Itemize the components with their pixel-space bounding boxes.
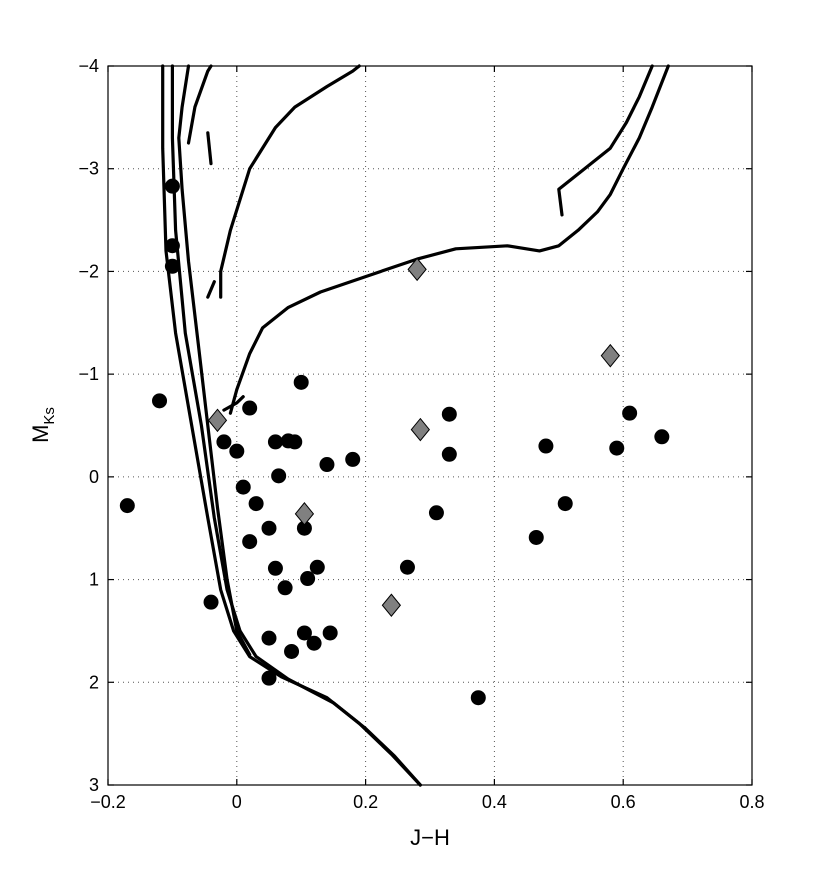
circle-point: [557, 496, 573, 512]
circle-point: [277, 580, 293, 596]
circle-point: [399, 559, 415, 575]
circle-point: [271, 468, 287, 484]
circle-point: [242, 400, 258, 416]
circle-point: [152, 393, 168, 409]
y-tick-label: 3: [89, 775, 99, 795]
circle-point: [119, 498, 135, 514]
circle-point: [319, 457, 335, 473]
x-tick-label: 0.6: [611, 792, 636, 812]
circle-point: [296, 625, 312, 641]
circle-point: [242, 534, 258, 550]
diamond-point: [600, 343, 620, 368]
circle-point: [164, 258, 180, 274]
isochrone-curve: [222, 395, 245, 412]
circle-point: [296, 520, 312, 536]
y-tick-label: −4: [78, 56, 99, 76]
axis-ticks: [107, 65, 753, 786]
y-axis-label-subscript: Ks: [41, 407, 58, 425]
circle-point: [345, 451, 361, 467]
isochrone-curve: [228, 64, 670, 415]
circle-point: [322, 625, 338, 641]
x-tick-label: −0.2: [90, 792, 126, 812]
circle-point: [306, 635, 322, 651]
circle-point: [622, 405, 638, 421]
circle-point: [229, 443, 245, 459]
y-axis-label: MKs: [28, 407, 58, 443]
x-tick-label: 0.4: [482, 792, 507, 812]
circle-point: [428, 505, 444, 521]
diamond-point: [294, 502, 315, 526]
x-tick-label: 0: [232, 792, 242, 812]
x-tick-labels: −0.2 0 0.2 0.4 0.6 0.8: [90, 792, 764, 812]
y-tick-label: −1: [78, 364, 99, 384]
y-axis-label-main: M: [28, 425, 53, 443]
circle-point: [470, 690, 486, 706]
diamond-point: [381, 593, 402, 618]
isochrone-curve: [177, 64, 252, 657]
circle-point: [203, 594, 219, 610]
circle-point: [293, 374, 309, 390]
plot-frame: [107, 65, 753, 786]
circle-point: [300, 571, 316, 587]
circle-point: [261, 520, 277, 536]
data-points: [119, 178, 670, 706]
circle-point: [441, 406, 457, 422]
y-tick-label: 2: [89, 672, 99, 692]
circle-point: [309, 559, 325, 575]
circle-point: [528, 529, 544, 545]
isochrone-curve: [219, 64, 361, 299]
circle-point: [287, 434, 303, 450]
isochrone-curve: [186, 64, 213, 145]
diamond-point: [410, 417, 430, 442]
diamond-point: [407, 257, 427, 282]
diamond-point: [207, 408, 228, 433]
circle-point: [261, 670, 277, 686]
isochrone-curve: [557, 64, 654, 217]
circle-point: [267, 560, 283, 576]
circle-point: [267, 434, 283, 450]
x-tick-label: 0.8: [739, 792, 764, 812]
circle-point: [261, 630, 277, 646]
circle-point: [284, 643, 300, 659]
isochrone-curve: [206, 131, 213, 166]
x-axis-label: J−H: [410, 825, 450, 850]
y-tick-label: −3: [78, 159, 99, 179]
y-tick-label: −2: [78, 261, 99, 281]
y-tick-label: 1: [89, 570, 99, 590]
circle-point: [216, 434, 232, 450]
circle-point: [441, 446, 457, 462]
circle-point: [654, 429, 670, 445]
isochrone-curve: [206, 280, 216, 299]
x-tick-label: 0.2: [353, 792, 378, 812]
y-tick-labels: −4 −3 −2 −1 0 1 2 3: [78, 56, 99, 795]
circle-point: [164, 178, 180, 194]
circle-point: [538, 438, 554, 454]
circle-point: [164, 238, 180, 254]
circle-point: [248, 496, 264, 512]
circle-point: [235, 479, 251, 495]
y-tick-label: 0: [89, 467, 99, 487]
circle-point: [609, 440, 625, 456]
